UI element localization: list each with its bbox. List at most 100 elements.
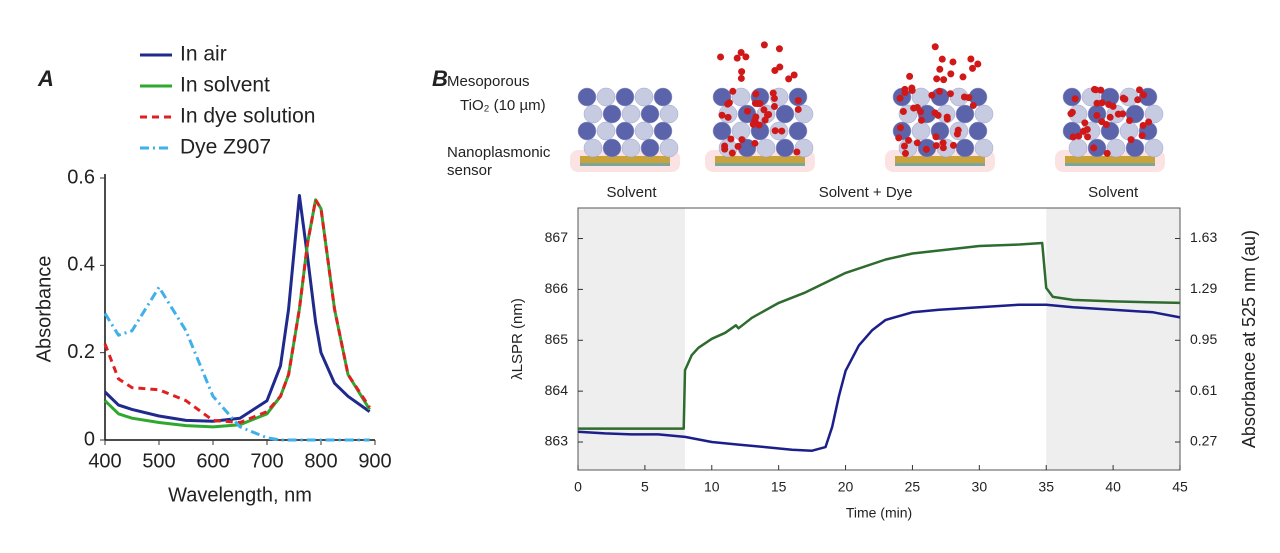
dye-molecule	[939, 144, 947, 152]
dye-molecule	[1103, 149, 1111, 157]
dye-molecule	[1083, 125, 1091, 133]
particle	[1068, 138, 1088, 158]
dye-molecule	[940, 76, 948, 84]
dye-molecule	[946, 90, 954, 98]
dye-molecule	[725, 99, 733, 107]
dye-molecule	[1126, 116, 1134, 124]
dye-molecule	[1081, 119, 1089, 127]
panel-label: A	[37, 66, 54, 91]
dye-molecule	[769, 89, 777, 97]
particle	[955, 138, 975, 158]
dye-molecule	[932, 133, 940, 141]
sensor-base	[715, 156, 805, 163]
region-label: Solvent	[606, 184, 657, 201]
dye-molecule	[938, 55, 946, 63]
series-line	[103, 198, 371, 429]
dye-molecule	[724, 113, 732, 121]
dye-molecule	[1106, 113, 1114, 121]
dye-molecule	[1145, 118, 1153, 126]
particle	[596, 87, 616, 107]
dye-molecule	[908, 84, 916, 92]
x-tick-label: 20	[838, 479, 854, 495]
dye-molecule	[939, 139, 947, 147]
particle	[756, 138, 776, 158]
particle	[615, 87, 635, 107]
particle	[577, 87, 597, 107]
particle	[955, 104, 975, 124]
particle	[634, 121, 654, 141]
dye-molecule	[1097, 86, 1105, 94]
illustration-label: Mesoporous	[447, 73, 530, 90]
series-line	[103, 194, 371, 423]
particle	[583, 104, 603, 124]
dye-molecule	[902, 149, 910, 157]
dye-molecule	[1109, 102, 1117, 110]
y2-tick-label: 0.95	[1190, 331, 1217, 347]
legend-label: In solvent	[180, 74, 270, 97]
dye-molecule	[896, 124, 904, 132]
y-axis-label: λLSPR (nm)	[509, 298, 526, 380]
dye-molecule	[896, 94, 904, 102]
dye-molecule	[1093, 99, 1101, 107]
dye-molecule	[1134, 96, 1142, 104]
y2-axis-label: Absorbance at 525 nm (au)	[1239, 230, 1259, 448]
dye-molecule	[1138, 132, 1146, 140]
dye-molecule	[751, 139, 759, 147]
y2-tick-label: 0.27	[1190, 433, 1217, 449]
dye-molecule	[949, 141, 957, 149]
y-tick-label: 867	[545, 229, 569, 245]
particle	[634, 87, 654, 107]
dye-molecule	[794, 105, 802, 113]
dye-molecule	[770, 103, 778, 111]
dye-molecule	[1075, 132, 1083, 140]
x-tick-label: 0	[574, 479, 582, 495]
series-line	[578, 241, 1181, 430]
dye-molecule	[932, 142, 940, 150]
dye-molecule	[969, 64, 977, 72]
dye-molecule	[760, 41, 768, 49]
dye-molecule	[742, 53, 750, 61]
dye-molecule	[900, 142, 908, 150]
legend-label: In dye solution	[180, 105, 315, 128]
panel-label: B	[432, 66, 448, 91]
particle	[621, 138, 641, 158]
dye-molecule	[776, 63, 784, 71]
x-tick-label: 600	[196, 450, 229, 472]
y-tick-label: 0	[84, 428, 95, 450]
dye-molecule	[931, 109, 939, 117]
dye-molecule	[734, 142, 742, 150]
dye-molecule	[1102, 121, 1110, 129]
particle	[577, 121, 597, 141]
x-axis-label: Wavelength, nm	[168, 484, 312, 506]
dye-molecule	[1135, 86, 1143, 94]
legend-label: In air	[180, 43, 227, 66]
dye-molecule	[761, 116, 769, 124]
particle	[640, 138, 660, 158]
dye-molecule	[727, 135, 735, 143]
x-tick-label: 5	[641, 479, 649, 495]
particle	[712, 121, 732, 141]
dye-molecule	[910, 104, 918, 112]
dye-molecule	[718, 111, 726, 119]
series-line	[577, 303, 1181, 452]
particle	[1144, 138, 1164, 158]
dye-molecule	[1127, 136, 1135, 144]
x-tick-label: 400	[88, 450, 121, 472]
dye-molecule	[1090, 144, 1098, 152]
dye-molecule	[936, 65, 944, 73]
dye-molecule	[1121, 95, 1129, 103]
particle	[968, 121, 988, 141]
dye-molecule	[917, 116, 925, 124]
dye-molecule	[737, 74, 745, 82]
illustration-label: TiO₂ (10 µm)	[460, 97, 546, 114]
dye-molecule	[754, 100, 762, 108]
dye-molecule	[922, 145, 930, 153]
particle	[583, 138, 603, 158]
dye-molecule	[1092, 86, 1100, 94]
dye-molecule	[949, 58, 957, 66]
dye-molecule	[771, 67, 779, 75]
particle	[775, 104, 795, 124]
y-tick-label: 863	[545, 433, 569, 449]
particle	[911, 121, 931, 141]
